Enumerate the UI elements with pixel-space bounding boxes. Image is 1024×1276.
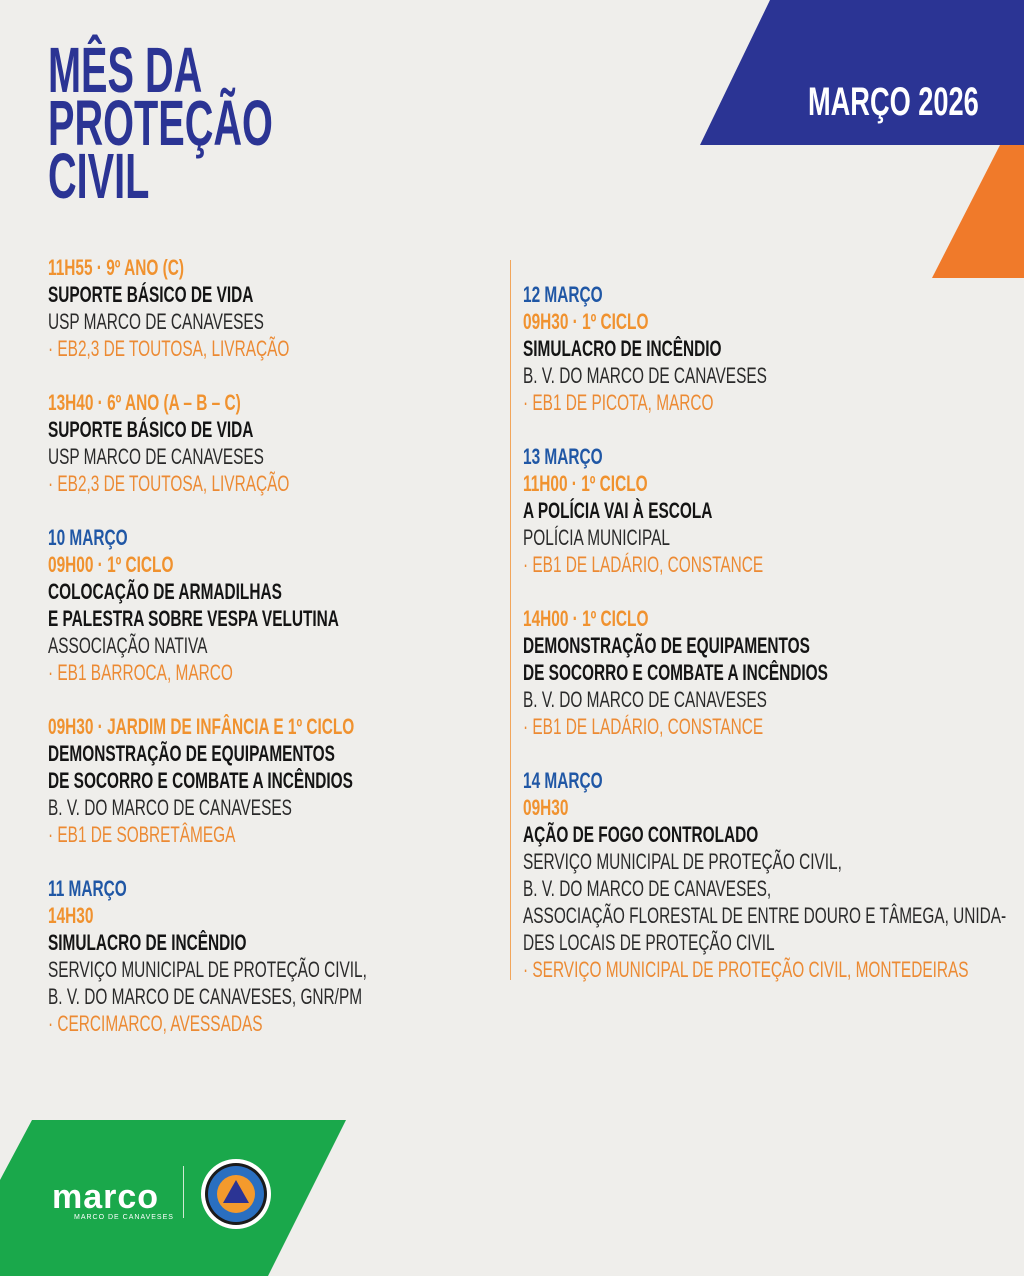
event-time: 09H30 (523, 795, 569, 820)
event-date: 10 MARÇO (48, 525, 128, 550)
event-entry: 09H30 · JARDIM DE INFÂNCIA E 1º CICLO DEM… (48, 713, 504, 848)
event-organizer: B. V. DO MARCO DE CANAVESES (523, 687, 767, 712)
event-organizer: B. V. DO MARCO DE CANAVESES, (523, 876, 772, 901)
event-entry: 14 MARÇO 09H30 AÇÃO DE FOGO CONTROLADO SERV… (523, 767, 1024, 983)
event-title: SIMULACRO DE INCÊNDIO (523, 336, 722, 361)
event-location: · EB2,3 DE TOUTOSA, LIVRAÇÃO (48, 471, 290, 496)
event-time: 09H30 · 1º CICLO (523, 309, 649, 334)
event-title: DE SOCORRO E COMBATE A INCÊNDIOS (523, 660, 828, 685)
event-location: · EB1 DE SOBRETÂMEGA (48, 822, 236, 847)
event-entry: 13 MARÇO 11H00 · 1º CICLO A POLÍCIA VAI À … (523, 443, 1024, 578)
event-time: 11H55 · 9º ANO (C) (48, 255, 184, 280)
event-date: 11 MARÇO (48, 876, 127, 901)
title-line: MÊS DA (48, 34, 203, 106)
event-time: 09H00 · 1º CICLO (48, 552, 174, 577)
event-title: AÇÃO DE FOGO CONTROLADO (523, 822, 759, 847)
page-title: MÊS DA PROTEÇÃO CIVIL (48, 34, 411, 212)
event-location: · EB1 DE LADÁRIO, CONSTANCE (523, 714, 764, 739)
logo-separator (183, 1166, 184, 1218)
event-organizer: ASSOCIAÇÃO FLORESTAL DE ENTRE DOURO E TÂ… (523, 903, 1007, 928)
event-organizer: SERVIÇO MUNICIPAL DE PROTEÇÃO CIVIL, (523, 849, 842, 874)
event-organizer: USP MARCO DE CANAVESES (48, 309, 264, 334)
event-title: E PALESTRA SOBRE VESPA VELUTINA (48, 606, 339, 631)
right-column: 12 MARÇO 09H30 · 1º CICLO SIMULACRO DE INC… (523, 281, 1024, 1010)
title-line: PROTEÇÃO (48, 87, 273, 159)
event-organizer: SERVIÇO MUNICIPAL DE PROTEÇÃO CIVIL, (48, 957, 367, 982)
event-location: · EB1 BARROCA, MARCO (48, 660, 233, 685)
event-entry: 12 MARÇO 09H30 · 1º CICLO SIMULACRO DE INC… (523, 281, 1024, 416)
event-time: 14H30 (48, 903, 94, 928)
event-time: 09H30 · JARDIM DE INFÂNCIA E 1º CICLO (48, 714, 355, 739)
event-location: · EB1 DE LADÁRIO, CONSTANCE (523, 552, 764, 577)
event-title: DE SOCORRO E COMBATE A INCÊNDIOS (48, 768, 353, 793)
event-entry: 11H55 · 9º ANO (C) SUPORTE BÁSICO DE VIDA… (48, 254, 504, 362)
event-location: · EB2,3 DE TOUTOSA, LIVRAÇÃO (48, 336, 290, 361)
month-label: MARÇO 2026 (808, 80, 979, 124)
event-title: SIMULACRO DE INCÊNDIO (48, 930, 247, 955)
event-time: 13H40 · 6º ANO (A – B – C) (48, 390, 241, 415)
event-organizer: ASSOCIAÇÃO NATIVA (48, 633, 208, 658)
event-organizer: B. V. DO MARCO DE CANAVESES, GNR/PM (48, 984, 363, 1009)
column-divider (510, 260, 511, 980)
event-title: COLOCAÇÃO DE ARMADILHAS (48, 579, 282, 604)
event-time: 11H00 · 1º CICLO (523, 471, 648, 496)
event-entry: 10 MARÇO 09H00 · 1º CICLO COLOCAÇÃO DE ARM… (48, 524, 504, 686)
event-date: 13 MARÇO (523, 444, 603, 469)
event-organizer: USP MARCO DE CANAVESES (48, 444, 264, 469)
event-date: 12 MARÇO (523, 282, 603, 307)
protecao-civil-seal (201, 1159, 271, 1229)
event-time: 14H00 · 1º CICLO (523, 606, 649, 631)
marco-logo: marco MARCO DE CANAVESES (52, 1178, 174, 1221)
event-entry: 14H00 · 1º CICLO DEMONSTRAÇÃO DE EQUIPAME… (523, 605, 1024, 740)
event-date: 14 MARÇO (523, 768, 603, 793)
orange-accent (932, 145, 1024, 278)
left-column: 11H55 · 9º ANO (C) SUPORTE BÁSICO DE VIDA… (48, 254, 504, 1064)
event-title: DEMONSTRAÇÃO DE EQUIPAMENTOS (48, 741, 335, 766)
event-organizer: B. V. DO MARCO DE CANAVESES (48, 795, 292, 820)
event-organizer: B. V. DO MARCO DE CANAVESES (523, 363, 767, 388)
event-entry: 11 MARÇO 14H30 SIMULACRO DE INCÊNDIO SERVIÇ… (48, 875, 504, 1037)
event-organizer: DES LOCAIS DE PROTEÇÃO CIVIL (523, 930, 775, 955)
event-title: SUPORTE BÁSICO DE VIDA (48, 282, 254, 307)
header-blue-banner (700, 0, 1024, 145)
event-location: · SERVIÇO MUNICIPAL DE PROTEÇÃO CIVIL, M… (523, 957, 969, 982)
event-title: DEMONSTRAÇÃO DE EQUIPAMENTOS (523, 633, 810, 658)
footer-green-banner (0, 1120, 346, 1276)
event-location: · EB1 DE PICOTA, MARCO (523, 390, 714, 415)
title-line: CIVIL (48, 140, 150, 212)
event-title: A POLÍCIA VAI À ESCOLA (523, 498, 713, 523)
event-organizer: POLÍCIA MUNICIPAL (523, 525, 670, 550)
event-entry: 13H40 · 6º ANO (A – B – C) SUPORTE BÁSICO… (48, 389, 504, 497)
event-title: SUPORTE BÁSICO DE VIDA (48, 417, 254, 442)
event-location: · CERCIMARCO, AVESSADAS (48, 1011, 263, 1036)
